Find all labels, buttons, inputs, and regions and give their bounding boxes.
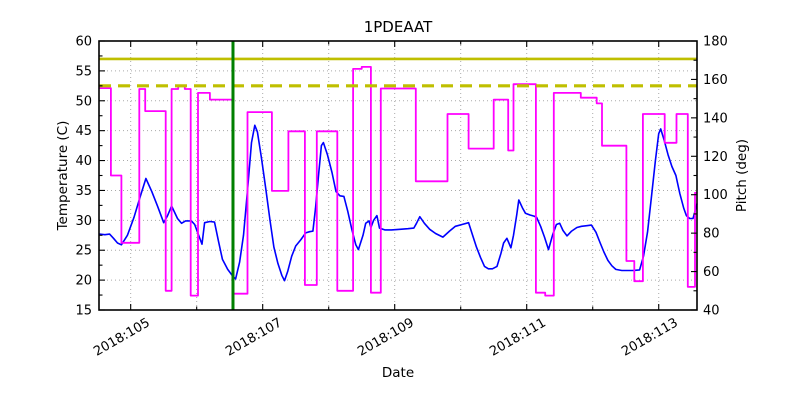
chart-title: 1PDEAAT [364, 18, 433, 36]
grid-layer [99, 41, 697, 310]
y-left-axis-label: Temperature (C) [55, 121, 71, 232]
y-left-tick-label: 60 [75, 35, 92, 50]
x-axis-label: Date [382, 365, 414, 381]
axes-layer [98, 40, 698, 311]
x-tick-label: 2018:111 [487, 315, 548, 359]
temperature-line [98, 124, 698, 282]
plot-border [98, 40, 698, 311]
x-tick-label: 2018:107 [223, 315, 284, 359]
y-left-tick-label: 55 [75, 64, 92, 79]
y-right-tick-label: 40 [703, 304, 720, 319]
y-right-tick-label: 60 [703, 265, 720, 280]
y-right-axis-label: Pitch (deg) [734, 139, 750, 212]
y-left-tick-label: 45 [75, 124, 92, 139]
y-left-tick-label: 30 [75, 214, 92, 229]
y-left-tick-label: 50 [75, 94, 92, 109]
y-left-tick-label: 40 [75, 154, 92, 169]
y-left-tick-label: 15 [75, 304, 92, 319]
y-left-tick-label: 20 [75, 274, 92, 289]
y-left-tick-label: 25 [75, 244, 92, 259]
y-left-tick-label: 35 [75, 184, 92, 199]
x-tick-label: 2018:109 [355, 315, 416, 359]
y-right-tick-label: 100 [703, 188, 728, 203]
y-right-tick-label: 140 [703, 111, 728, 126]
reference-layer [99, 41, 697, 310]
x-tick-label: 2018:105 [91, 315, 152, 359]
x-tick-label: 2018:113 [619, 315, 680, 359]
tick-label-layer: 2018:105 2018:107 2018:109 2018:111 2018:113… [75, 35, 727, 360]
y-right-tick-label: 80 [703, 227, 720, 242]
y-right-tick-label: 180 [703, 35, 728, 50]
y-right-tick-label: 120 [703, 150, 728, 165]
y-right-tick-label: 160 [703, 73, 728, 88]
